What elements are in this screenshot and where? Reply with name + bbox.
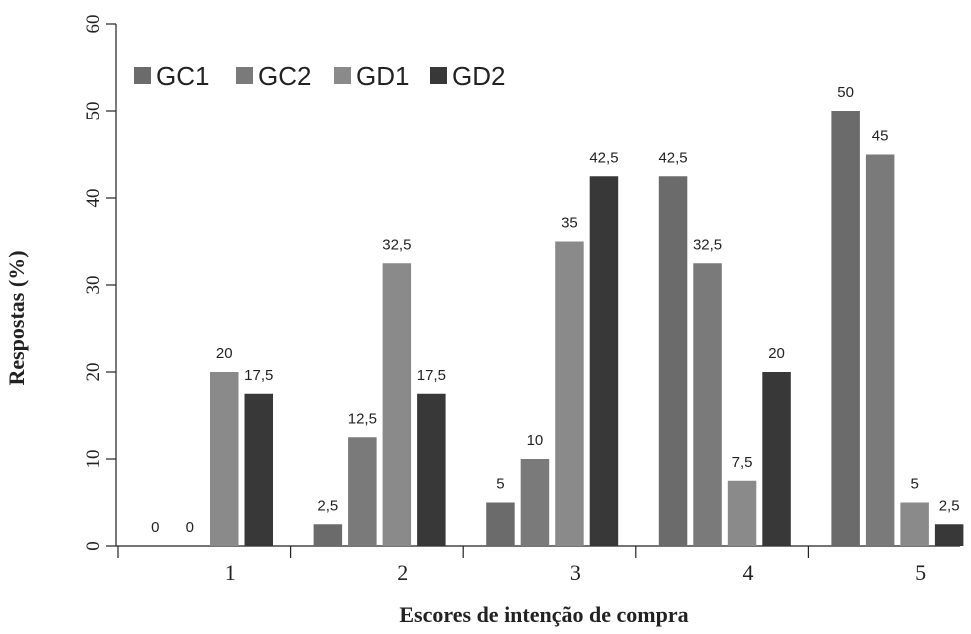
x-axis: 1 2 3 4 5 bbox=[116, 545, 960, 585]
x-tick-label: 4 bbox=[742, 560, 753, 585]
y-axis-title: Respostas (%) bbox=[4, 250, 29, 385]
bar-gc1 bbox=[831, 111, 860, 546]
bar-gd2 bbox=[417, 393, 446, 546]
data-label: 0 bbox=[186, 519, 194, 536]
data-label: 50 bbox=[837, 84, 854, 101]
data-label: 17,5 bbox=[244, 367, 273, 384]
legend: GC1 GC2 GD1 GD2 bbox=[134, 61, 505, 91]
legend-swatch-gc2 bbox=[236, 67, 253, 84]
bars bbox=[210, 111, 964, 546]
y-tick-label: 30 bbox=[83, 276, 104, 295]
data-label: 35 bbox=[561, 215, 578, 232]
legend-label-gc2: GC2 bbox=[258, 61, 311, 91]
data-label: 5 bbox=[910, 476, 918, 493]
data-label: 0 bbox=[151, 519, 159, 536]
y-tick-label: 60 bbox=[83, 15, 104, 34]
x-axis-title: Escores de intenção de compra bbox=[399, 602, 688, 627]
bar-gc2 bbox=[865, 154, 895, 546]
data-label: 5 bbox=[496, 476, 504, 493]
bar-gd1 bbox=[555, 241, 584, 546]
data-label: 7,5 bbox=[732, 454, 753, 471]
data-label: 42,5 bbox=[658, 149, 687, 166]
data-label: 10 bbox=[527, 432, 544, 449]
legend-swatch-gd1 bbox=[334, 67, 351, 84]
data-label: 17,5 bbox=[417, 367, 446, 384]
legend-swatch-gd2 bbox=[430, 67, 447, 84]
x-tick-label: 1 bbox=[225, 560, 236, 585]
data-label: 2,5 bbox=[317, 497, 338, 514]
data-label: 32,5 bbox=[693, 236, 722, 253]
legend-label-gc1: GC1 bbox=[156, 61, 209, 91]
y-tick-label: 0 bbox=[83, 541, 104, 551]
y-tick-label: 10 bbox=[83, 450, 104, 469]
x-tick-label: 2 bbox=[397, 560, 408, 585]
data-label: 20 bbox=[216, 345, 233, 362]
bar-gd1 bbox=[210, 372, 239, 546]
bar-gc1 bbox=[658, 176, 688, 546]
bar-gc2 bbox=[348, 437, 377, 546]
legend-label-gd1: GD1 bbox=[356, 61, 409, 91]
data-labels: 0 0 20 17,5 2,5 12,5 32,5 17,5 5 10 35 42,5 42,5 32,5… bbox=[151, 84, 960, 536]
x-tick-label: 3 bbox=[570, 560, 581, 585]
bar-gd2 bbox=[589, 176, 619, 546]
x-tick-label: 5 bbox=[915, 560, 926, 585]
y-tick-label: 40 bbox=[83, 189, 104, 208]
y-tick-label: 50 bbox=[83, 102, 104, 121]
bar-gc1 bbox=[486, 502, 515, 546]
bar-gd1 bbox=[900, 502, 929, 546]
data-label: 45 bbox=[872, 128, 889, 145]
bar-gd2 bbox=[244, 393, 273, 546]
y-axis: 0 10 20 30 40 50 60 bbox=[83, 15, 117, 551]
data-label: 12,5 bbox=[348, 410, 377, 427]
bar-gd2 bbox=[934, 524, 964, 546]
bar-gc1 bbox=[313, 524, 343, 546]
y-tick-label: 20 bbox=[83, 363, 104, 382]
legend-label-gd2: GD2 bbox=[452, 61, 505, 91]
data-label: 20 bbox=[768, 345, 785, 362]
bar-gd2 bbox=[762, 372, 791, 546]
data-label: 2,5 bbox=[939, 497, 960, 514]
data-label: 32,5 bbox=[382, 236, 411, 253]
bar-gd1 bbox=[727, 480, 757, 546]
bar-gd1 bbox=[382, 263, 412, 546]
bar-gc2 bbox=[693, 263, 722, 546]
bar-gc2 bbox=[520, 459, 550, 546]
data-label: 42,5 bbox=[589, 149, 618, 166]
legend-swatch-gc1 bbox=[134, 67, 151, 84]
